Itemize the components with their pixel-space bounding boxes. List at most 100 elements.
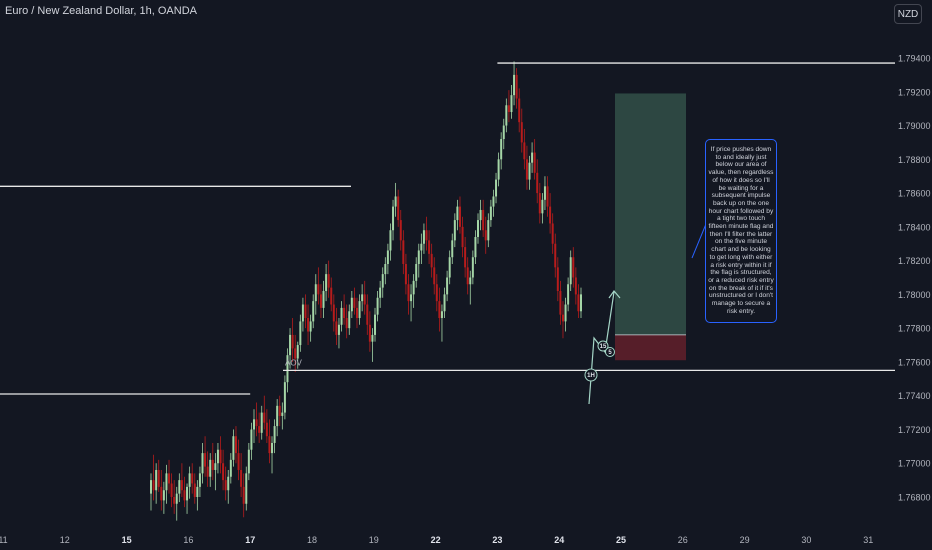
candle-body: [525, 159, 528, 180]
path-marker-circle: [584, 368, 598, 382]
candle-body: [440, 311, 443, 319]
candle-body: [355, 307, 358, 319]
candle-body: [531, 152, 534, 163]
y-tick-label: 1.78000: [898, 290, 931, 300]
candle-body: [569, 257, 572, 285]
candle-body: [155, 469, 158, 491]
candle-body: [317, 284, 320, 295]
candle-body: [371, 334, 374, 342]
path-marker-label: 1H: [587, 373, 595, 379]
candle-body: [376, 297, 379, 315]
long-position-tool[interactable]: [615, 93, 686, 361]
candle-body: [443, 294, 446, 312]
candle-body: [513, 74, 516, 96]
candle-body: [289, 334, 292, 356]
candle-body: [381, 274, 384, 288]
candle-body: [209, 459, 212, 477]
candle-body: [276, 405, 279, 427]
x-tick-label: 11: [0, 535, 8, 545]
candle-body: [402, 240, 405, 264]
candle-body: [152, 480, 155, 491]
x-tick-label: 31: [863, 535, 873, 545]
candle-body: [386, 250, 389, 264]
candle-body: [180, 480, 183, 491]
candle-body: [307, 318, 310, 332]
candle-body: [219, 449, 222, 464]
candle-body: [283, 382, 286, 413]
target-zone: [615, 93, 686, 335]
y-tick-label: 1.79000: [898, 121, 931, 131]
y-tick-label: 1.79400: [898, 54, 931, 64]
path-marker-circle: [597, 340, 609, 352]
candle-body: [420, 243, 423, 251]
candle-body: [286, 355, 289, 383]
candle-body: [250, 429, 253, 450]
candle-body: [456, 206, 459, 221]
candle-body: [577, 294, 580, 312]
candle-body: [214, 463, 217, 470]
y-tick-label: 1.77000: [898, 459, 931, 469]
candle-body: [335, 321, 338, 335]
y-tick-label: 1.77800: [898, 324, 931, 334]
candle-body: [394, 196, 397, 207]
candle-body: [240, 469, 243, 487]
candle-body: [198, 473, 201, 487]
y-tick-label: 1.79200: [898, 87, 931, 97]
y-tick-label: 1.77400: [898, 391, 931, 401]
path-marker-label: 5: [608, 350, 612, 356]
candle-body: [260, 412, 263, 433]
candle-body: [170, 483, 173, 497]
candle-body: [312, 301, 315, 322]
candle-body: [173, 497, 176, 504]
candle-body: [191, 473, 194, 484]
candle-body: [322, 291, 325, 308]
candle-body: [507, 105, 510, 113]
candle-body: [358, 301, 361, 319]
candle-body: [325, 274, 328, 292]
candle-body: [301, 304, 304, 322]
candle-body: [543, 186, 546, 200]
candle-body: [505, 105, 508, 126]
currency-button[interactable]: NZD: [894, 4, 922, 24]
candle-body: [224, 480, 227, 491]
candle-body: [294, 348, 297, 359]
candle-body: [425, 230, 428, 241]
candle-body: [497, 159, 500, 180]
candle-body: [304, 304, 307, 319]
candles-layer: [150, 61, 582, 521]
annotation-callout[interactable]: If price pushes down to and ideally just…: [705, 139, 777, 323]
candle-body: [361, 294, 364, 302]
candle-body: [258, 426, 261, 433]
x-tick-label: 17: [245, 535, 255, 545]
candle-body: [538, 193, 541, 214]
candle-body: [448, 257, 451, 278]
y-tick-label: 1.77600: [898, 357, 931, 367]
candle-body: [281, 412, 284, 416]
candle-body: [353, 297, 356, 308]
candle-body: [363, 294, 366, 305]
candle-body: [183, 490, 186, 501]
candle-body: [518, 98, 521, 123]
candle-body: [399, 220, 402, 241]
candle-body: [160, 486, 163, 501]
candle-body: [150, 480, 152, 494]
candle-body: [417, 250, 420, 264]
candle-body: [484, 230, 487, 241]
callout-pointer: [691, 223, 707, 259]
symbol-title: Euro / New Zealand Dollar, 1h, OANDA: [5, 5, 197, 17]
y-tick-label: 1.76800: [898, 493, 931, 503]
candle-body: [554, 243, 557, 268]
candle-body: [348, 311, 351, 329]
candle-body: [433, 267, 436, 285]
candle-body: [314, 284, 317, 302]
axis-layer: 1.76800 1.77000 1.77200 1.77400 1.77600 1.778…: [0, 54, 931, 546]
candle-body: [404, 263, 407, 285]
candle-body: [572, 257, 575, 278]
candle-body: [255, 419, 258, 427]
candle-body: [245, 473, 248, 504]
candle-body: [415, 263, 418, 281]
candle-body: [549, 206, 552, 224]
candle-body: [574, 277, 577, 295]
candle-body: [271, 442, 274, 454]
